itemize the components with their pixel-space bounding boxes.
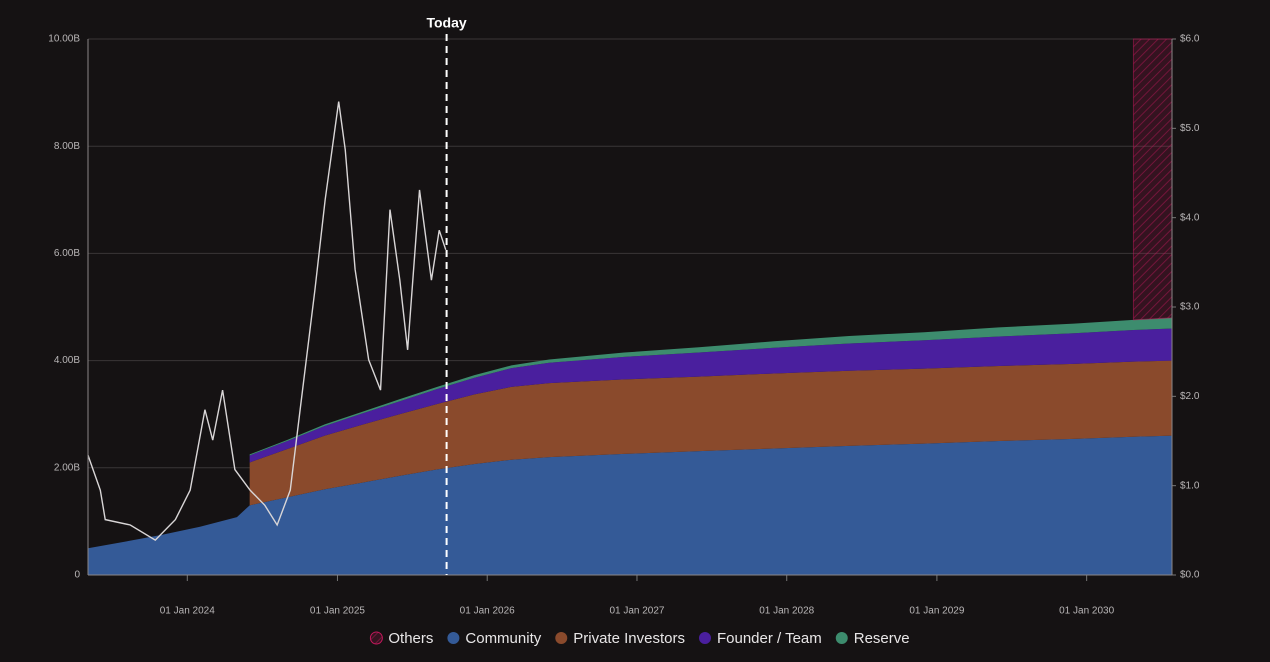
legend-swatch	[369, 631, 383, 645]
price-line	[87, 101, 447, 542]
legend-swatch	[555, 632, 568, 644]
y-tick-label: 0	[74, 570, 80, 581]
area	[249, 360, 1173, 506]
y2-tick-label: $1.0	[1180, 480, 1200, 491]
x-tick-label: 01 Jan 2027	[609, 606, 664, 617]
x-tick-label: 01 Jan 2024	[160, 606, 215, 617]
legend-swatch	[447, 632, 460, 644]
y-tick-label: 10.00B	[48, 34, 80, 45]
y-tick-label: 6.00B	[54, 248, 80, 259]
area	[1132, 38, 1173, 321]
legend-swatch	[698, 632, 711, 644]
y2-tick-label: $0.0	[1180, 570, 1200, 581]
area	[88, 435, 1172, 575]
area	[249, 328, 1173, 463]
legend-label: Community	[465, 630, 541, 647]
today-label: Today	[426, 15, 466, 31]
legend-label: Private Investors	[573, 630, 685, 647]
x-tick-label: 01 Jan 2028	[759, 606, 814, 617]
legend-label: Others	[388, 630, 433, 647]
legend-item[interactable]: Others	[369, 630, 433, 647]
y-tick-label: 2.00B	[54, 462, 80, 473]
legend-label: Reserve	[854, 630, 910, 647]
y2-tick-label: $2.0	[1180, 391, 1200, 402]
y-tick-label: 4.00B	[54, 355, 80, 366]
y2-tick-label: $6.0	[1180, 34, 1200, 45]
area	[249, 317, 1173, 456]
legend-item[interactable]: Reserve	[835, 630, 910, 647]
y2-tick-label: $4.0	[1180, 212, 1200, 223]
y2-tick-label: $3.0	[1180, 302, 1200, 313]
legend-label: Founder / Team	[717, 630, 822, 647]
legend-item[interactable]: Community	[447, 630, 542, 647]
legend-item[interactable]: Founder / Team	[698, 630, 822, 647]
x-tick-label: 01 Jan 2029	[909, 606, 964, 617]
y2-tick-label: $5.0	[1180, 123, 1200, 134]
x-tick-label: 01 Jan 2026	[460, 606, 515, 617]
y-tick-label: 8.00B	[54, 141, 80, 152]
legend-item[interactable]: Private Investors	[555, 630, 685, 647]
x-tick-label: 01 Jan 2030	[1059, 606, 1114, 617]
x-tick-label: 01 Jan 2025	[310, 606, 365, 617]
legend-swatch	[835, 632, 848, 644]
